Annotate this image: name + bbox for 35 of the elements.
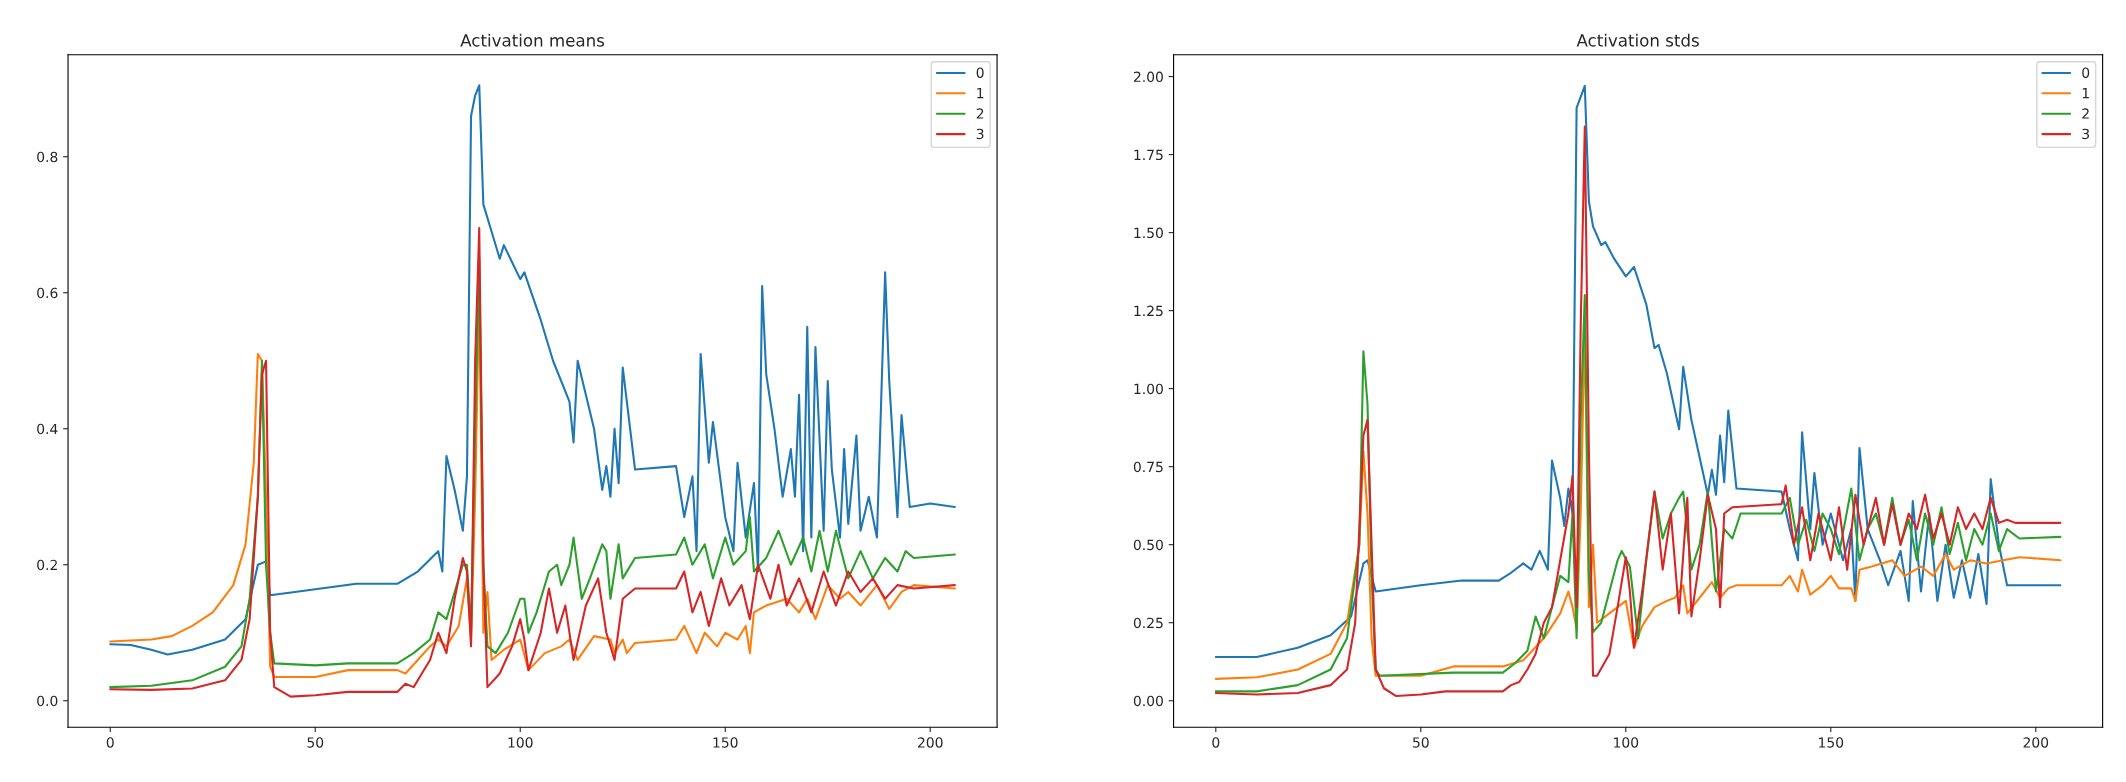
line-series xyxy=(109,84,956,656)
y-tick-label: 0.8 xyxy=(37,151,58,163)
legend-label: 0 xyxy=(2082,67,2090,78)
legend-label: 2 xyxy=(976,108,984,119)
y-tick-label: 0.2 xyxy=(37,559,57,571)
x-tick-label: 50 xyxy=(307,737,324,748)
legend-label: 3 xyxy=(976,128,984,140)
x-tick-label: 0 xyxy=(106,737,114,748)
y-tick-label: 0.75 xyxy=(1133,461,1163,473)
y-tick-label: 0.50 xyxy=(1133,539,1163,551)
legend-label: 3 xyxy=(2082,128,2089,140)
y-tick-label: 1.25 xyxy=(1134,305,1163,317)
chart-title: Activation means xyxy=(460,33,605,47)
y-tick-label: 1.50 xyxy=(1134,227,1163,239)
x-tick-label: 100 xyxy=(508,737,533,748)
y-tick-label: 1.75 xyxy=(1134,149,1163,161)
x-tick-label: 150 xyxy=(713,737,738,748)
y-tick-label: 0.0 xyxy=(37,695,58,707)
y-tick-label: 0.6 xyxy=(37,287,58,299)
legend-label: 1 xyxy=(2082,88,2089,99)
chart-title: Activation stds xyxy=(1576,33,1699,47)
y-tick-label: 0.00 xyxy=(1133,695,1163,707)
x-tick-label: 50 xyxy=(1413,737,1429,748)
x-tick-label: 200 xyxy=(2023,737,2049,748)
x-tick-label: 200 xyxy=(918,737,943,748)
x-tick-label: 0 xyxy=(1212,737,1220,748)
y-tick-label: 0.4 xyxy=(37,423,58,435)
legend-label: 0 xyxy=(976,67,984,78)
legend-label: 1 xyxy=(977,88,984,99)
y-tick-label: 2.00 xyxy=(1133,71,1163,83)
legend-label: 2 xyxy=(2082,108,2089,119)
y-tick-label: 0.25 xyxy=(1133,617,1163,629)
x-tick-label: 100 xyxy=(1614,737,1639,748)
y-tick-label: 1.00 xyxy=(1134,383,1163,395)
x-tick-label: 150 xyxy=(1819,737,1844,748)
